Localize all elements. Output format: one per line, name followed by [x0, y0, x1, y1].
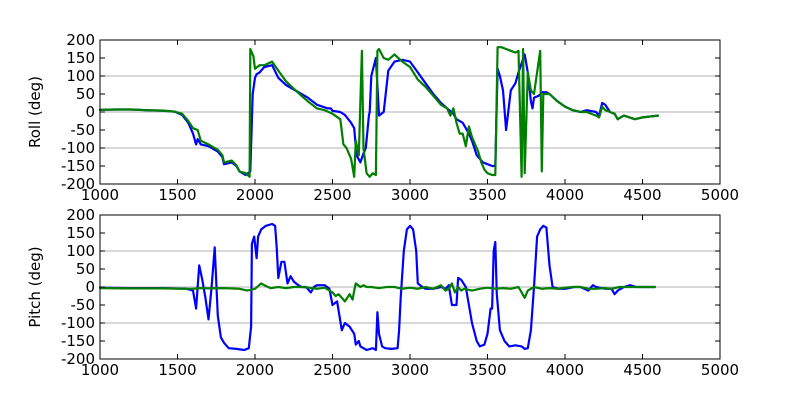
roll-y-tick-label: 150 [66, 49, 95, 67]
pitch-series-blue-line [98, 222, 656, 352]
pitch-x-tick-label: 1000 [81, 361, 119, 379]
pitch-y-tick-label: 100 [66, 242, 95, 260]
roll-y-tick-label: -100 [61, 139, 95, 157]
roll-x-tick-label: 1000 [81, 186, 119, 204]
roll-x-tick-label: 3000 [391, 186, 429, 204]
pitch-y-tick-label: 200 [66, 206, 95, 224]
pitch-y-tick-label: 150 [66, 224, 95, 242]
roll-series-green-line [98, 46, 660, 178]
pitch-y-axis-label: Pitch (deg) [26, 246, 44, 327]
pitch-x-tick-label: 1500 [158, 361, 196, 379]
pitch-x-tick-label: 5000 [701, 361, 739, 379]
pitch-y-tick-label: 50 [76, 260, 95, 278]
pitch-x-tick-label: 2000 [236, 361, 274, 379]
roll-x-tick-label: 4000 [546, 186, 584, 204]
pitch-y-tick-label: 0 [85, 278, 95, 296]
pitch-y-tick-label: -50 [71, 296, 96, 314]
roll-y-tick-label: -200 [61, 175, 95, 193]
pitch-y-tick-label: -150 [61, 332, 95, 350]
roll-y-axis-label: Roll (deg) [26, 76, 44, 148]
pitch-y-tick-label: -200 [61, 350, 95, 368]
roll-y-tick-label: 100 [66, 67, 95, 85]
pitch-x-tick-label: 4500 [623, 361, 661, 379]
roll-y-tick-label: 0 [85, 103, 95, 121]
roll-y-tick-label: 200 [66, 31, 95, 49]
pitch-x-tick-label: 2500 [313, 361, 351, 379]
pitch-x-tick-label: 3000 [391, 361, 429, 379]
roll-panel: 1000 1500 2000 2500 3000 3500 4000 4500 5000-200… [26, 31, 739, 204]
roll-x-tick-label: 5000 [701, 186, 739, 204]
roll-x-tick-label: 4500 [623, 186, 661, 204]
pitch-panel: 1000 1500 2000 2500 3000 3500 4000 4500 5000-200… [26, 206, 739, 379]
pitch-series-green-line [98, 282, 656, 303]
roll-y-tick-label: -50 [71, 121, 96, 139]
roll-x-tick-label: 2500 [313, 186, 351, 204]
pitch-x-tick-label: 4000 [546, 361, 584, 379]
pitch-x-tick-label: 3500 [468, 361, 506, 379]
roll-y-tick-label: 50 [76, 85, 95, 103]
roll-x-tick-label: 2000 [236, 186, 274, 204]
roll-x-tick-label: 1500 [158, 186, 196, 204]
pitch-y-tick-label: -100 [61, 314, 95, 332]
roll-x-tick-label: 3500 [468, 186, 506, 204]
roll-y-tick-label: -150 [61, 157, 95, 175]
